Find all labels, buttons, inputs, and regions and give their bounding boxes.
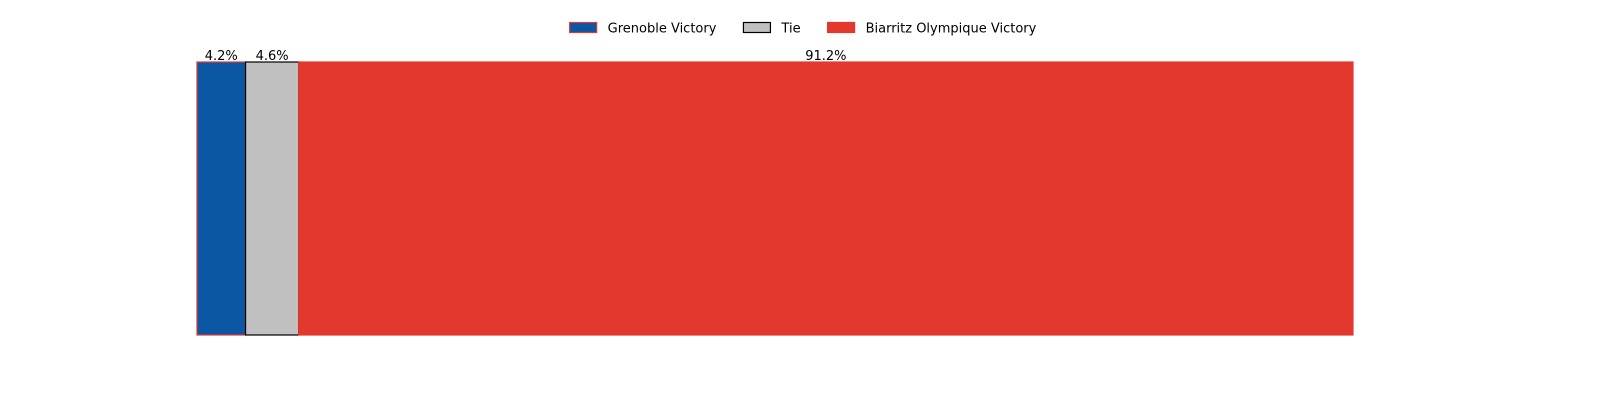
bar-segment-grenoble-victory xyxy=(196,61,247,336)
chart-legend: Grenoble Victory Tie Biarritz Olympique Vi… xyxy=(569,21,1037,37)
legend-swatch-tie xyxy=(742,21,772,34)
legend-item-tie: Tie xyxy=(742,21,801,37)
legend-label-tie: Tie xyxy=(780,22,800,37)
bar-segment-biarritz-olympique-victory xyxy=(298,61,1354,336)
stacked-bar xyxy=(196,61,1354,336)
data-label-tie: 4.6% xyxy=(256,49,289,64)
legend-swatch-grenoble-victory xyxy=(569,21,598,34)
legend-label-grenoble-victory: Grenoble Victory xyxy=(608,22,717,37)
data-label-grenoble-victory: 4.2% xyxy=(205,49,238,64)
legend-swatch-biarritz-olympique-victory xyxy=(826,21,856,34)
legend-label-biarritz-olympique-victory: Biarritz Olympique Victory xyxy=(866,22,1037,37)
data-label-biarritz-olympique-victory: 91.2% xyxy=(805,49,846,64)
legend-item-grenoble-victory: Grenoble Victory xyxy=(569,21,717,37)
value-labels: 4.2% 4.6% 91.2% xyxy=(205,49,847,64)
legend-item-biarritz-olympique-victory: Biarritz Olympique Victory xyxy=(826,21,1037,37)
bar-segment-tie xyxy=(244,61,300,336)
